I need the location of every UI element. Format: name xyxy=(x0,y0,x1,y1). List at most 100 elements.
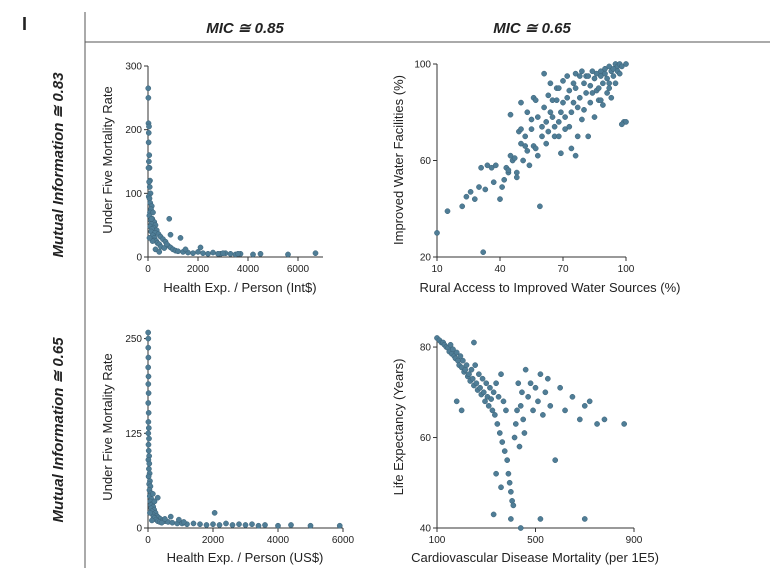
data-point xyxy=(562,407,568,414)
data-point xyxy=(560,78,566,84)
data-point xyxy=(275,522,281,529)
data-point xyxy=(249,521,255,528)
data-point xyxy=(490,389,497,396)
data-point xyxy=(312,250,319,257)
panel-label: I xyxy=(22,14,27,34)
y-axis-label: Under Five Mortality Rate xyxy=(100,353,115,500)
data-point xyxy=(458,407,465,414)
y-axis-label: Life Expectancy (Years) xyxy=(391,359,406,496)
data-point xyxy=(459,203,466,210)
data-point xyxy=(583,90,589,96)
row-header-mi-065: Mutual Information ≅ 0.65 xyxy=(50,337,67,523)
data-point xyxy=(488,164,495,171)
data-point xyxy=(220,250,226,257)
data-point xyxy=(146,235,153,241)
data-point xyxy=(336,522,343,529)
data-point xyxy=(540,412,546,418)
data-point xyxy=(145,130,152,136)
data-point xyxy=(453,398,460,405)
data-point xyxy=(518,140,524,147)
data-point xyxy=(505,167,512,173)
data-point xyxy=(522,143,529,149)
data-point xyxy=(513,174,520,181)
data-point xyxy=(262,522,268,528)
data-point xyxy=(148,215,155,222)
data-point xyxy=(215,250,221,257)
data-point xyxy=(549,114,556,120)
data-point xyxy=(515,380,522,387)
data-point xyxy=(145,94,152,101)
data-point xyxy=(560,99,566,106)
data-point xyxy=(307,522,314,529)
data-point xyxy=(493,470,499,477)
data-point xyxy=(463,362,470,368)
data-point xyxy=(508,488,514,495)
data-point xyxy=(537,203,543,210)
data-point xyxy=(506,479,513,486)
data-point xyxy=(216,522,223,528)
data-point xyxy=(600,80,606,87)
data-point xyxy=(145,335,152,342)
y-tick-label: 300 xyxy=(125,62,142,73)
data-point xyxy=(545,128,552,135)
data-point xyxy=(621,421,628,427)
y-tick-label: 125 xyxy=(125,429,142,440)
x-tick-label: 4000 xyxy=(237,264,260,275)
data-point xyxy=(203,522,210,528)
data-point xyxy=(537,371,544,378)
data-point xyxy=(477,384,483,391)
data-point xyxy=(537,516,544,522)
data-point xyxy=(146,179,152,185)
x-tick-label: 4000 xyxy=(267,535,290,546)
data-point xyxy=(581,403,588,409)
data-point xyxy=(197,244,204,251)
data-point xyxy=(520,157,526,164)
data-point xyxy=(496,430,503,436)
data-point xyxy=(562,126,568,132)
data-point xyxy=(543,140,550,147)
data-point xyxy=(541,70,547,77)
data-point xyxy=(154,494,161,501)
x-axis-label: Cardiovascular Disease Mortality (per 1E… xyxy=(411,550,659,565)
data-point xyxy=(145,381,152,387)
data-point xyxy=(555,133,562,140)
data-point xyxy=(568,109,575,116)
data-point xyxy=(146,460,153,467)
data-point xyxy=(235,250,241,257)
data-point xyxy=(532,384,539,391)
data-point xyxy=(190,250,196,257)
y-tick-label: 0 xyxy=(136,524,142,535)
x-tick-label: 6000 xyxy=(287,264,310,275)
data-point xyxy=(508,516,514,522)
data-point xyxy=(499,184,505,190)
data-point xyxy=(522,133,529,140)
data-point xyxy=(528,116,535,123)
data-point xyxy=(618,63,625,70)
data-point xyxy=(190,520,197,527)
data-point xyxy=(488,396,495,402)
data-point xyxy=(145,400,152,406)
data-point xyxy=(512,421,519,427)
data-point xyxy=(585,133,592,140)
data-point xyxy=(498,371,504,378)
data-point xyxy=(623,119,629,125)
data-point xyxy=(535,398,541,405)
data-point xyxy=(494,421,501,427)
data-point xyxy=(516,443,523,450)
data-point xyxy=(604,75,610,82)
x-tick-label: 0 xyxy=(145,535,151,546)
y-tick-label: 40 xyxy=(420,524,432,535)
data-point xyxy=(586,398,593,405)
data-point xyxy=(166,215,173,222)
data-point xyxy=(511,155,518,161)
data-point xyxy=(210,249,216,256)
data-point xyxy=(145,441,152,448)
x-tick-label: 0 xyxy=(145,264,151,275)
data-point xyxy=(589,68,596,75)
data-point xyxy=(145,139,152,146)
data-point xyxy=(534,152,541,159)
data-point xyxy=(444,208,451,215)
data-point xyxy=(450,346,456,353)
y-tick-label: 100 xyxy=(414,60,431,71)
data-point xyxy=(498,484,504,491)
